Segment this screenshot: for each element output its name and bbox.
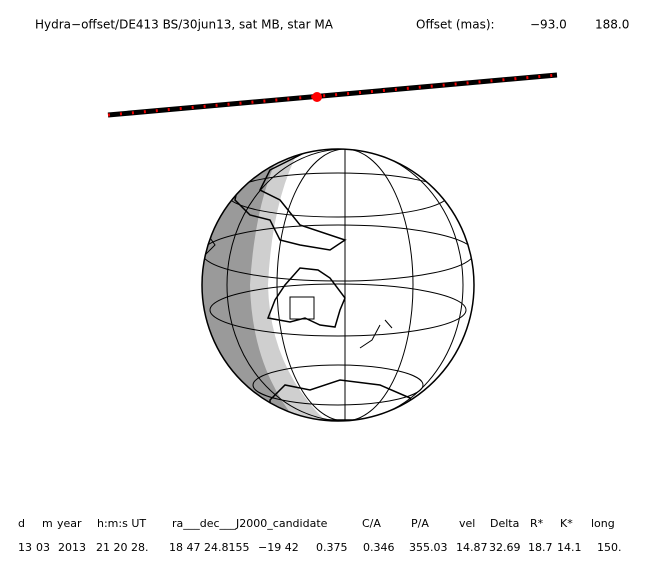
column-value: 18 47 24.8155 bbox=[169, 541, 249, 554]
offset-value: 188.0 bbox=[595, 18, 629, 32]
column-header: d bbox=[18, 517, 25, 530]
column-header: year bbox=[57, 517, 82, 530]
column-header: R* bbox=[530, 517, 544, 530]
offset-label: Offset (mas): bbox=[416, 18, 495, 32]
column-value: 14.1 bbox=[557, 541, 582, 554]
title: Hydra−offset/DE413 BS/30jun13, sat MB, s… bbox=[35, 18, 334, 32]
column-header: K* bbox=[560, 517, 573, 530]
column-value: 21 20 28. bbox=[96, 541, 148, 554]
column-header: vel bbox=[459, 517, 475, 530]
track bbox=[107, 72, 558, 118]
column-value: 14.87 bbox=[456, 541, 488, 554]
column-value: 0.346 bbox=[363, 541, 395, 554]
column-value: 0.375 bbox=[316, 541, 348, 554]
column-header: C/A bbox=[362, 517, 381, 530]
column-header: h:m:s UT bbox=[97, 517, 146, 530]
column-header: m bbox=[42, 517, 53, 530]
footer: d m year h:m:s UT ra___dec___J2000_candidate… bbox=[18, 517, 622, 554]
column-value: 03 bbox=[36, 541, 50, 554]
globe bbox=[202, 149, 474, 421]
column-header: long bbox=[591, 517, 615, 530]
column-value: 32.69 bbox=[489, 541, 521, 554]
column-value: −19 42 bbox=[258, 541, 299, 554]
column-value: 2013 bbox=[58, 541, 86, 554]
column-value: 18.7 bbox=[528, 541, 553, 554]
column-header: Delta bbox=[490, 517, 519, 530]
column-value: 150. bbox=[597, 541, 622, 554]
column-header: P/A bbox=[411, 517, 429, 530]
column-value: 355.03 bbox=[409, 541, 448, 554]
column-header: ra___dec___J2000_candidate bbox=[172, 517, 328, 530]
offset-value: −93.0 bbox=[530, 18, 567, 32]
globe-outline bbox=[201, 148, 475, 422]
column-value: 13 bbox=[18, 541, 32, 554]
